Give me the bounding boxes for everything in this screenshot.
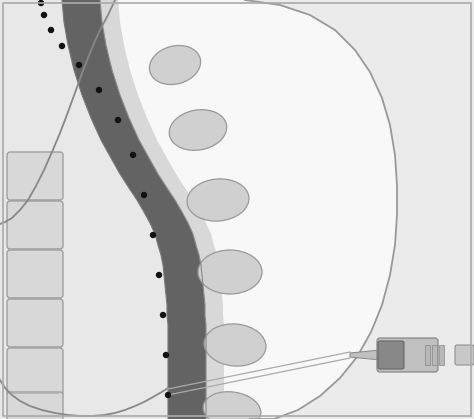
FancyBboxPatch shape: [7, 250, 63, 298]
Circle shape: [116, 117, 120, 122]
Ellipse shape: [204, 324, 266, 366]
FancyBboxPatch shape: [377, 338, 438, 372]
FancyBboxPatch shape: [7, 348, 63, 396]
FancyBboxPatch shape: [7, 152, 63, 200]
Ellipse shape: [203, 392, 261, 419]
Ellipse shape: [169, 110, 227, 150]
Circle shape: [97, 88, 101, 93]
Ellipse shape: [198, 250, 262, 294]
Polygon shape: [350, 350, 380, 360]
Bar: [432, 345, 437, 365]
Circle shape: [42, 13, 46, 18]
FancyBboxPatch shape: [7, 392, 63, 419]
Circle shape: [161, 313, 165, 318]
Circle shape: [76, 62, 82, 67]
Circle shape: [156, 272, 162, 277]
FancyBboxPatch shape: [455, 345, 474, 365]
Bar: [425, 345, 430, 365]
Circle shape: [38, 0, 44, 5]
FancyBboxPatch shape: [378, 341, 404, 369]
Circle shape: [60, 44, 64, 49]
Circle shape: [151, 233, 155, 238]
Polygon shape: [0, 0, 168, 419]
FancyBboxPatch shape: [7, 201, 63, 249]
Bar: [439, 345, 444, 365]
Polygon shape: [245, 0, 474, 419]
Circle shape: [130, 153, 136, 158]
FancyBboxPatch shape: [7, 299, 63, 347]
Polygon shape: [100, 0, 224, 419]
Polygon shape: [62, 0, 206, 419]
Circle shape: [165, 393, 171, 398]
Circle shape: [48, 28, 54, 33]
Ellipse shape: [187, 179, 249, 221]
Circle shape: [164, 352, 168, 357]
Ellipse shape: [149, 45, 201, 85]
Circle shape: [142, 192, 146, 197]
